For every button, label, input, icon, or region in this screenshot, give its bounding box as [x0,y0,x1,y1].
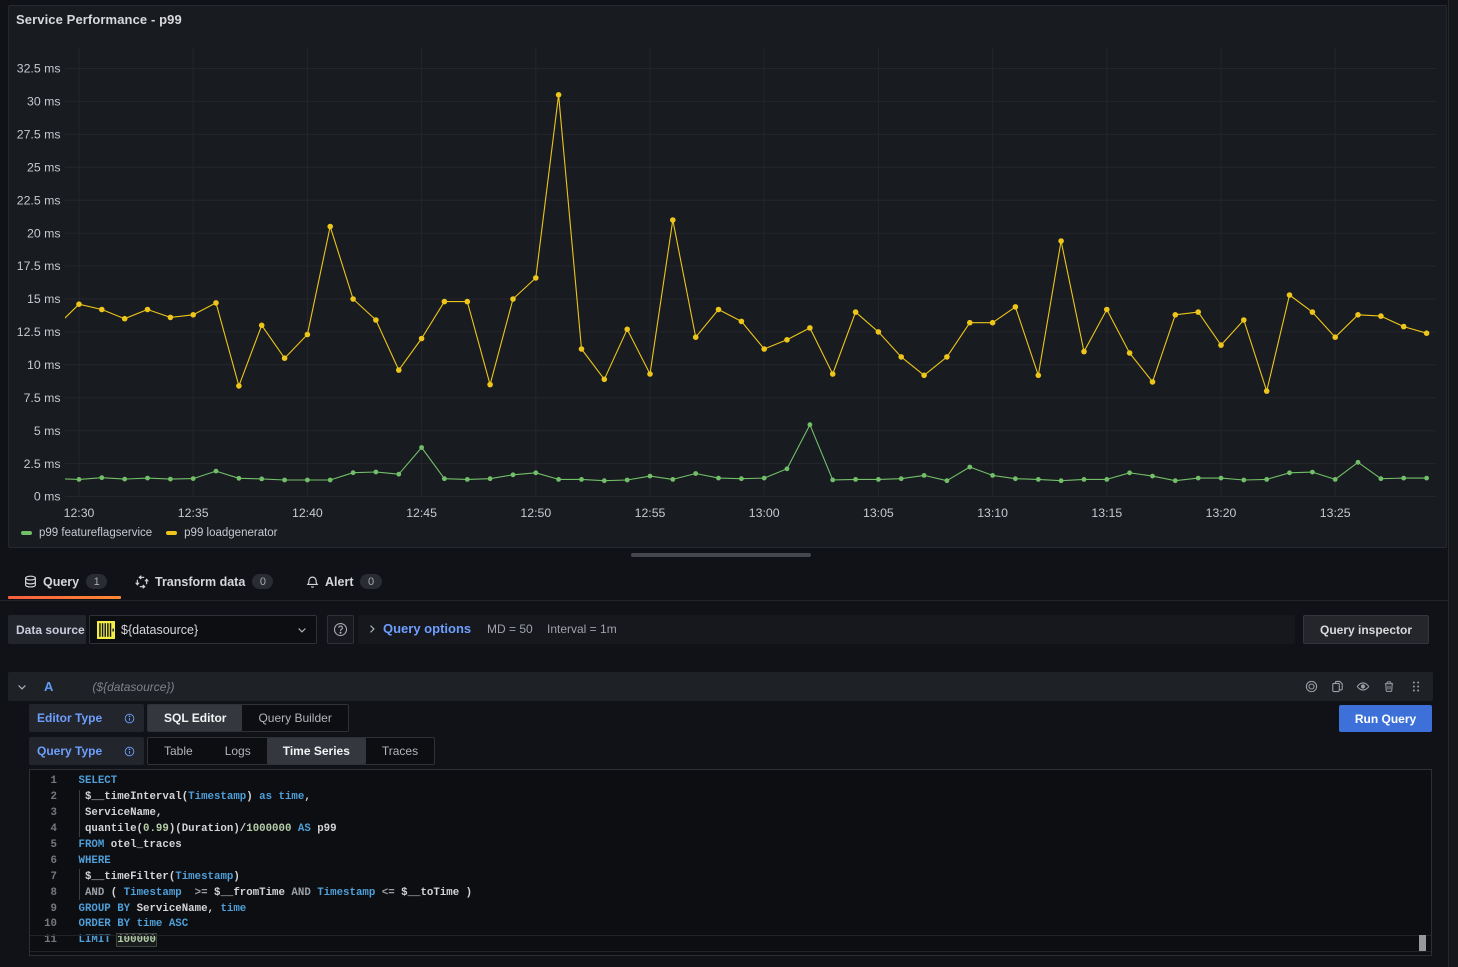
svg-text:12.5 ms: 12.5 ms [17,325,61,339]
svg-text:12:30: 12:30 [64,506,95,520]
svg-text:7.5 ms: 7.5 ms [24,391,61,405]
svg-text:12:45: 12:45 [406,506,437,520]
svg-text:22.5 ms: 22.5 ms [17,193,61,207]
svg-text:32.5 ms: 32.5 ms [17,62,61,76]
svg-text:13:00: 13:00 [749,506,780,520]
svg-text:20 ms: 20 ms [27,226,61,240]
svg-text:13:20: 13:20 [1206,506,1237,520]
svg-text:30 ms: 30 ms [27,95,61,109]
svg-text:13:15: 13:15 [1091,506,1122,520]
svg-text:5 ms: 5 ms [34,424,61,438]
svg-text:12:35: 12:35 [178,506,209,520]
svg-text:27.5 ms: 27.5 ms [17,128,61,142]
svg-text:12:50: 12:50 [520,506,551,520]
svg-text:15 ms: 15 ms [27,292,61,306]
svg-text:10 ms: 10 ms [27,358,61,372]
svg-text:12:40: 12:40 [292,506,323,520]
svg-text:13:25: 13:25 [1320,506,1351,520]
svg-text:12:55: 12:55 [635,506,666,520]
svg-text:2.5 ms: 2.5 ms [24,457,61,471]
svg-text:25 ms: 25 ms [27,161,61,175]
svg-text:0 ms: 0 ms [34,490,61,504]
svg-text:17.5 ms: 17.5 ms [17,259,61,273]
svg-text:13:05: 13:05 [863,506,894,520]
svg-text:13:10: 13:10 [977,506,1008,520]
